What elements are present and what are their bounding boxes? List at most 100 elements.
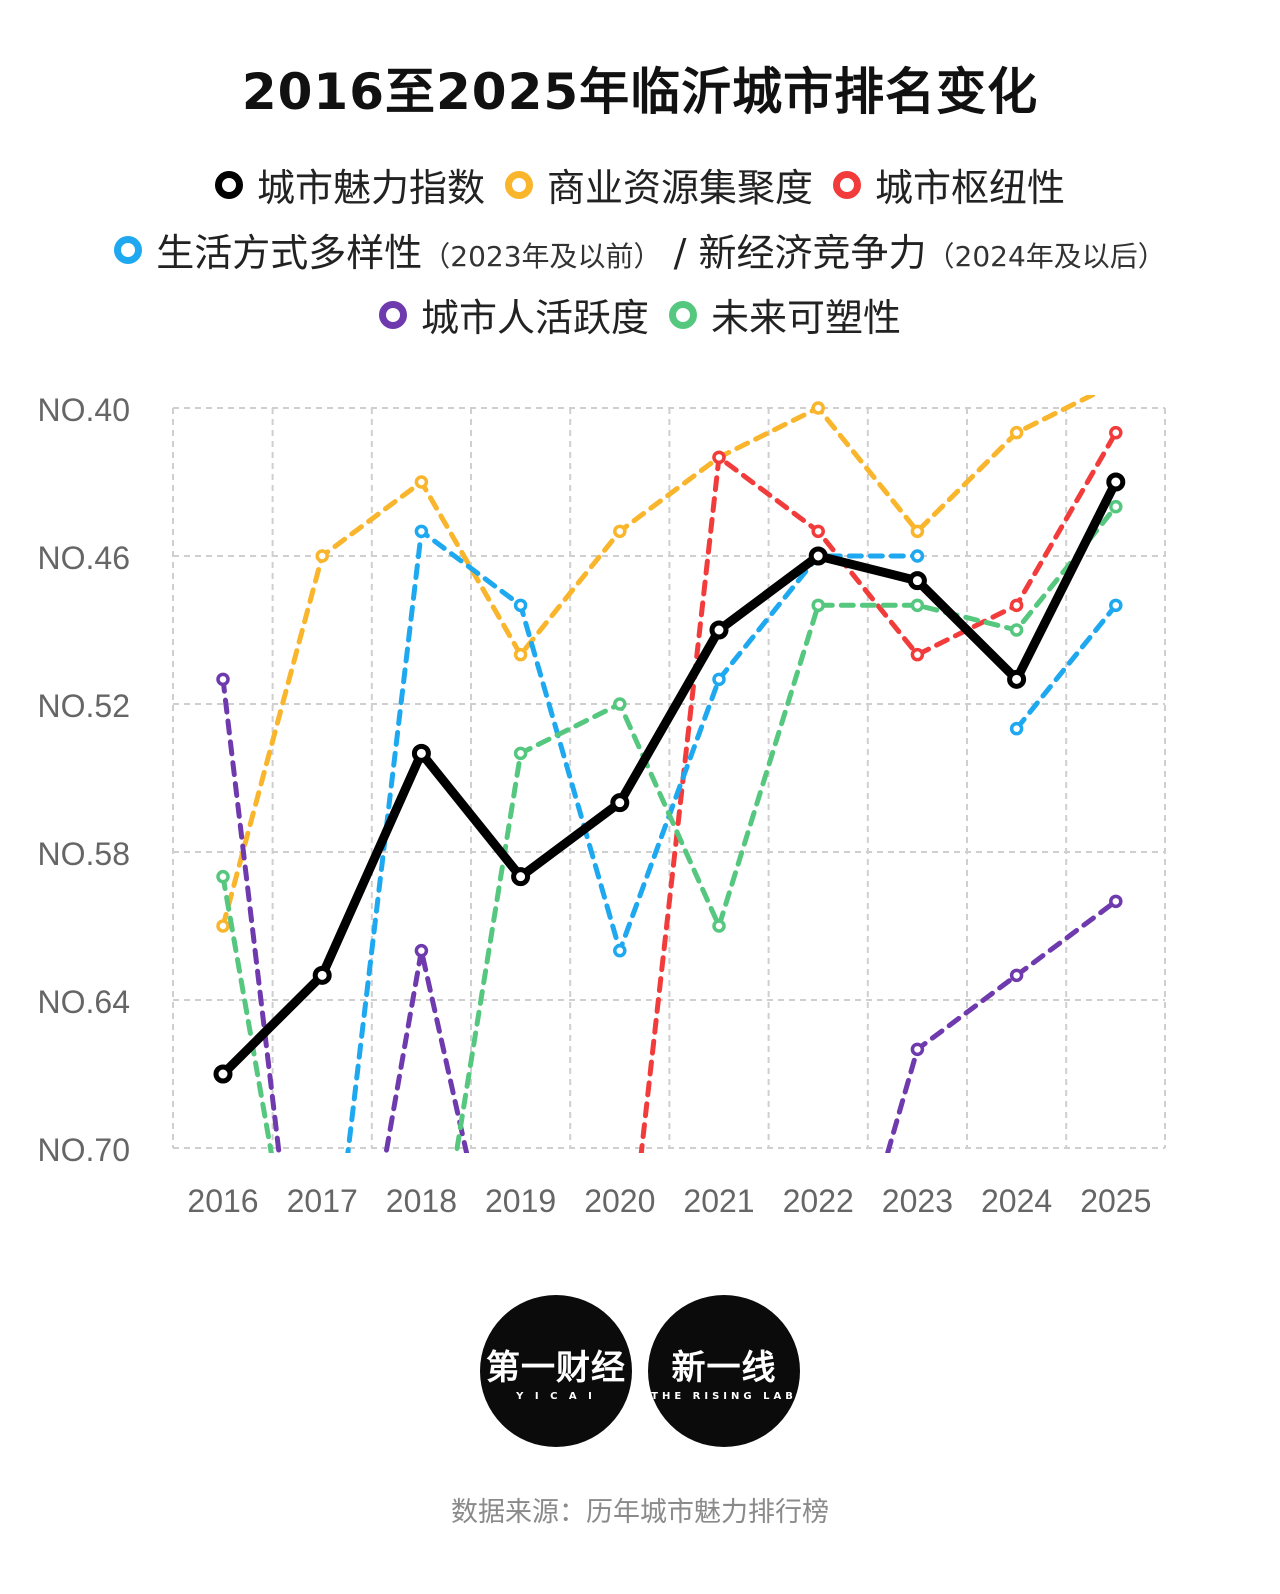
y-tick-label: NO.64	[38, 984, 130, 1020]
legend-label-future: 未来可塑性	[711, 296, 902, 340]
series-line	[220, 676, 470, 1153]
y-tick-label: NO.40	[38, 392, 130, 428]
chart-series	[213, 395, 1126, 1153]
series-point	[1009, 598, 1024, 613]
series-point	[513, 746, 528, 761]
series-point	[1109, 499, 1123, 514]
x-tick-label: 2021	[683, 1183, 754, 1219]
legend-label-separator: /	[661, 231, 699, 275]
series-point	[613, 524, 627, 539]
series-point	[910, 524, 925, 539]
x-tick-label: 2018	[386, 1183, 457, 1219]
data-source-note: 数据来源：历年城市魅力排行榜	[451, 1497, 829, 1528]
series-point	[709, 620, 729, 640]
legend-label-charm: 城市魅力指数	[256, 166, 485, 210]
series-point	[1007, 669, 1027, 689]
legend-label-neweconomy-text: 新经济竞争力	[698, 231, 927, 275]
series-point	[1109, 425, 1123, 440]
logos: 第一财经 Y I C A I 新一线 THE RISING LAB	[0, 1295, 1280, 1447]
legend-label-lifestyle-text: 生活方式多样性	[156, 231, 423, 275]
series-point	[411, 743, 431, 763]
legend-item-hub: 城市枢纽性	[833, 157, 1065, 212]
series-point	[811, 598, 825, 613]
series-point	[613, 697, 627, 711]
series-point	[414, 524, 429, 539]
x-tick-label: 2017	[287, 1183, 358, 1219]
series-point	[216, 672, 230, 687]
legend-label-neweconomy-period: （2024年及以后）	[926, 240, 1166, 273]
x-tick-label: 2022	[783, 1183, 854, 1219]
legend-ring-charm-icon	[214, 170, 243, 199]
series-line	[638, 430, 1119, 1153]
y-tick-label: NO.52	[38, 688, 130, 724]
series-point	[910, 1042, 925, 1057]
series-line	[885, 898, 1119, 1153]
series-line	[220, 395, 1098, 929]
rising-lab-logo-text: 新一线	[671, 1348, 777, 1388]
series-line	[220, 504, 1119, 1153]
legend-item-future: 未来可塑性	[669, 287, 901, 342]
series-point	[315, 549, 329, 563]
series-point	[712, 919, 726, 933]
series-point	[513, 647, 528, 662]
series-point	[216, 919, 230, 933]
yicai-logo-subtext: Y I C A I	[516, 1391, 596, 1402]
legend-row-2: 生活方式多样性（2023年及以前） / 新经济竞争力（2024年及以后）	[0, 222, 1280, 277]
series-point	[712, 672, 726, 687]
series-point	[910, 647, 925, 662]
legend-row-1: 城市魅力指数 商业资源集聚度 城市枢纽性	[0, 157, 1280, 212]
legend-label-commerce: 商业资源集聚度	[546, 166, 813, 210]
legend-item-charm: 城市魅力指数	[214, 157, 485, 212]
legend-ring-future-icon	[669, 300, 697, 329]
series-point	[216, 869, 230, 884]
series-point	[712, 450, 726, 465]
x-tick-label: 2020	[584, 1183, 655, 1219]
legend-item-lifestyle: 生活方式多样性（2023年及以前） / 新经济竞争力（2024年及以后）	[114, 222, 1166, 277]
series-point	[910, 549, 925, 563]
series-point	[613, 943, 627, 958]
x-tick-label: 2024	[981, 1183, 1052, 1219]
series-point	[513, 598, 528, 613]
series-point	[213, 1064, 233, 1084]
chart-title: 2016至2025年临沂城市排名变化	[241, 63, 1039, 121]
x-tick-label: 2019	[485, 1183, 556, 1219]
y-tick-label: NO.58	[38, 836, 130, 872]
series-point	[1009, 721, 1024, 736]
legend-label-activity: 城市人活跃度	[420, 296, 649, 340]
series-line	[345, 528, 920, 1153]
series-point	[910, 598, 925, 613]
legend-ring-commerce-icon	[504, 170, 533, 199]
y-tick-label: NO.70	[38, 1132, 130, 1168]
legend-label-lifestyle: 生活方式多样性（2023年及以前） / 新经济竞争力（2024年及以后）	[156, 222, 1166, 277]
series-point	[414, 475, 429, 489]
legend-label-lifestyle-period: （2023年及以前）	[422, 240, 662, 273]
series-point	[511, 867, 531, 887]
series-point	[811, 401, 825, 415]
series-point	[1109, 894, 1123, 909]
rising-lab-logo: 新一线 THE RISING LAB	[648, 1295, 800, 1447]
legend-ring-hub-icon	[833, 170, 861, 199]
x-tick-label: 2025	[1080, 1183, 1151, 1219]
legend-item-activity: 城市人活跃度	[378, 287, 649, 342]
legend-row-3: 城市人活跃度 未来可塑性	[0, 287, 1280, 342]
legend-item-commerce: 商业资源集聚度	[504, 157, 813, 212]
series-point	[1109, 598, 1123, 613]
x-axis-ticks: 2016 2017 2018 2019 2020 2021 2022 2023 2024 2025	[187, 1183, 1151, 1219]
series-point	[414, 943, 429, 958]
x-tick-label: 2023	[882, 1183, 953, 1219]
series-line	[218, 477, 1121, 1079]
series-point	[610, 793, 630, 813]
yicai-logo: 第一财经 Y I C A I	[480, 1295, 632, 1447]
series-point	[1009, 425, 1024, 440]
yicai-logo-text: 第一财经	[486, 1348, 626, 1388]
series-point	[907, 571, 927, 591]
x-tick-label: 2016	[187, 1183, 258, 1219]
y-axis-ticks: NO.40 NO.46 NO.52 NO.58 NO.64 NO.70	[38, 392, 130, 1168]
chart-grid	[172, 407, 1166, 1149]
legend-label-hub: 城市枢纽性	[875, 166, 1066, 210]
legend-ring-lifestyle-icon	[114, 235, 143, 264]
series-point	[312, 965, 332, 985]
legend-ring-activity-icon	[378, 300, 407, 329]
series-point	[1009, 968, 1024, 983]
